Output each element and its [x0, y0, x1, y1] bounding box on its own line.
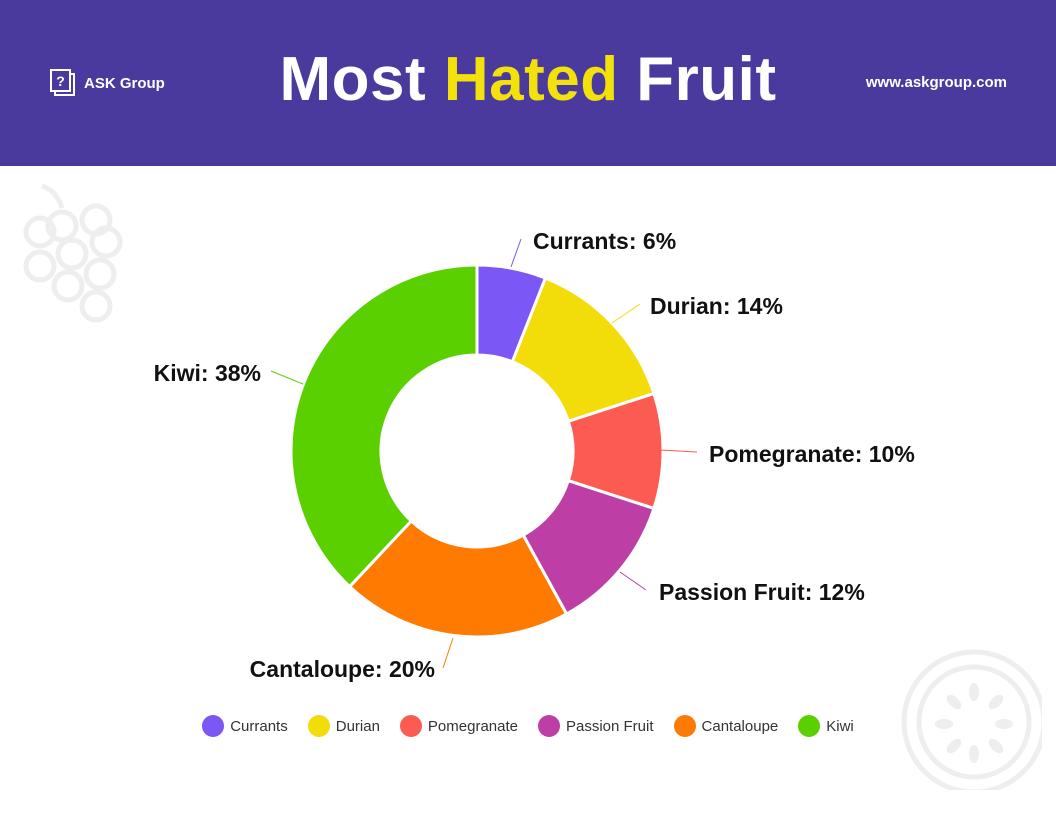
data-label-pomegranate: Pomegranate: 10% — [709, 441, 915, 467]
title-prefix: Most — [279, 45, 444, 114]
page-title: Most Hated Fruit — [0, 44, 1056, 115]
legend-label-kiwi: Kiwi — [826, 717, 854, 735]
data-label-cantaloupe: Cantaloupe: 20% — [250, 656, 435, 682]
legend-item-currants[interactable]: Currants — [202, 715, 288, 737]
legend-swatch-cantaloupe — [673, 715, 696, 737]
legend-item-kiwi[interactable]: Kiwi — [798, 715, 854, 737]
title-suffix: Fruit — [618, 45, 777, 114]
chart-legend: Currants Durian Pomegranate Passion Fruit Ca… — [0, 715, 1056, 737]
slice-cantaloupe[interactable] — [347, 518, 569, 639]
data-label-kiwi: Kiwi: 38% — [154, 360, 261, 386]
legend-swatch-kiwi — [798, 715, 821, 737]
data-label-durian: Durian: 14% — [650, 293, 783, 319]
grapes-icon — [23, 183, 123, 323]
leader-line-cantaloupe — [442, 637, 454, 669]
header-banner: ? ASK Group Most Hated Fruit www.askgrou… — [0, 0, 1056, 166]
brand[interactable]: ? ASK Group — [50, 69, 165, 97]
legend-label-pomegranate: Pomegranate — [427, 717, 518, 735]
legend-item-pomegranate[interactable]: Pomegranate — [399, 715, 518, 737]
legend-item-cantaloupe[interactable]: Cantaloupe — [673, 715, 779, 737]
legend-swatch-pomegranate — [399, 715, 422, 737]
legend-swatch-passion-fruit — [537, 715, 560, 737]
donut-chart: Currants: 6% Durian: 14% Pomegranate: 10% P… — [154, 228, 915, 682]
legend-label-durian: Durian — [335, 717, 380, 735]
leader-line-currants — [510, 238, 522, 268]
legend-label-cantaloupe: Cantaloupe — [701, 717, 779, 735]
website-link[interactable]: www.askgroup.com — [865, 74, 1007, 91]
leader-line-durian — [611, 303, 641, 324]
legend-swatch-currants — [202, 715, 225, 737]
melon-slice-icon — [901, 649, 1042, 790]
legend-item-passion-fruit[interactable]: Passion Fruit — [537, 715, 654, 737]
brand-logo-icon: ? — [50, 69, 75, 96]
legend-label-currants: Currants — [230, 717, 288, 735]
leader-line-kiwi — [270, 370, 304, 385]
legend-label-passion-fruit: Passion Fruit — [565, 717, 654, 735]
legend-item-durian[interactable]: Durian — [307, 715, 380, 737]
legend-swatch-durian — [307, 715, 330, 737]
leader-line-passion-fruit — [619, 571, 647, 591]
leader-line-pomegranate — [659, 449, 698, 453]
data-label-passion-fruit: Passion Fruit: 12% — [659, 579, 865, 605]
data-label-currants: Currants: 6% — [533, 228, 676, 254]
brand-name: ASK Group — [84, 74, 165, 92]
slice-kiwi[interactable] — [289, 263, 479, 589]
title-highlight: Hated — [443, 45, 619, 114]
svg-text:?: ? — [56, 73, 65, 89]
